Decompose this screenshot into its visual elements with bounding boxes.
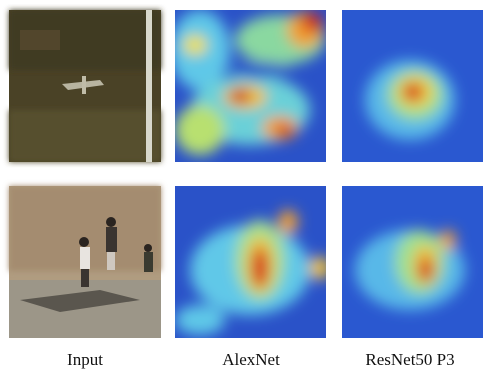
figure: Input AlexNet ResNet50 P3 <box>0 0 483 372</box>
column-label: Input <box>67 350 103 369</box>
alexnet-heatmap-1 <box>170 10 326 162</box>
alexnet-heatmap-2 <box>175 186 330 338</box>
input-image-1 <box>9 10 161 162</box>
input-image-2 <box>9 186 161 338</box>
column-label: AlexNet <box>222 350 280 369</box>
resnet-heatmap-2 <box>342 186 483 338</box>
resnet-heatmap-1 <box>342 10 483 162</box>
column-label: ResNet50 P3 <box>365 350 454 369</box>
